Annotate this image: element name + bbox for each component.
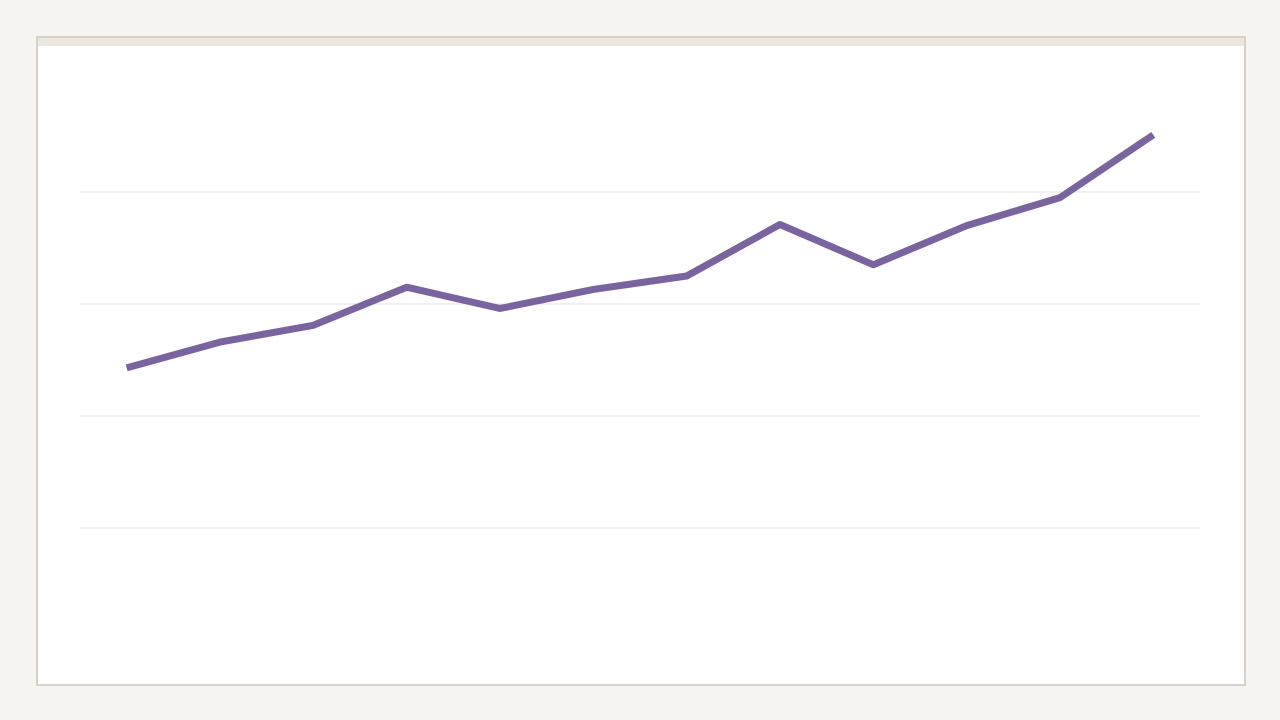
card-header-strip xyxy=(38,38,1244,46)
data-line xyxy=(125,131,1156,372)
chart-card xyxy=(36,36,1246,686)
